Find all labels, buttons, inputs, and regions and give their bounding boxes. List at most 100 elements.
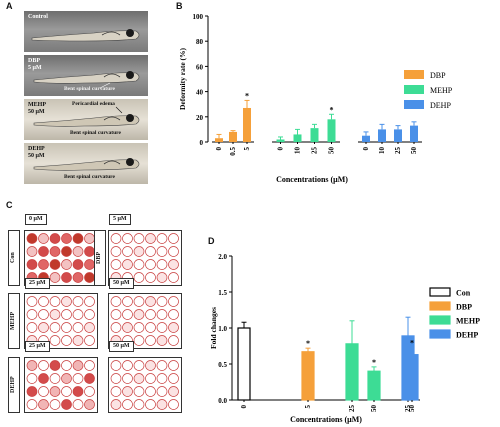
well [49,272,61,283]
well [110,399,122,410]
bar [405,354,419,401]
concentration-label: 25 μM [25,278,50,289]
legend-swatch [404,70,424,79]
well [133,360,145,371]
x-tick-label: 50 [410,147,418,155]
panel-label-b: B [176,1,183,11]
legend-swatch [404,100,424,109]
legend-label: DBP [456,303,472,312]
y-tick-label: 60 [196,63,204,71]
legend-swatch [429,287,451,297]
well [84,309,95,320]
well [49,399,61,410]
well [145,309,156,320]
fish-note-dbp: Bent spinal curvature [64,86,115,92]
x-tick-label: 25 [404,405,412,413]
well [168,322,179,333]
well [133,309,145,320]
x-tick-label: 0 [240,405,248,409]
y-tick-label: 0.0 [218,397,227,405]
well [49,335,61,346]
well [122,360,133,371]
fish-note-edema: Pericardial edema [72,101,115,107]
well-plate [108,357,182,413]
legend-label: MEHP [430,86,453,95]
well-grid [26,360,95,410]
well-plate [24,293,98,349]
well [110,309,122,320]
significance-mark: * [306,339,310,348]
well [38,322,49,333]
well [145,322,156,333]
well [133,335,145,346]
well [72,373,84,384]
well [133,246,145,257]
bar [367,370,381,401]
legend-swatch [404,85,424,94]
group-label: MEHP [8,293,20,349]
well [49,246,61,257]
significance-mark: * [245,91,249,100]
well [26,296,38,307]
well [145,373,156,384]
well [26,322,38,333]
well [38,296,49,307]
well [110,322,122,333]
well [72,309,84,320]
bar [310,128,319,142]
fish-drawing-control [31,29,140,42]
y-tick-label: 0 [200,139,204,147]
concentration-label: 50 μM [109,341,134,352]
well [122,322,133,333]
x-tick-label: 0 [215,147,223,151]
well [26,233,38,244]
group-label: Con [8,230,20,286]
well [145,386,156,397]
well [133,322,145,333]
well [145,399,156,410]
group-label: DEHP [8,357,20,413]
y-tick-label: 40 [196,89,204,97]
well [168,335,179,346]
well [133,233,145,244]
concentration-label: 50 μM [109,278,134,289]
well [84,272,95,283]
concentration-label: 0 μM [25,214,47,225]
well [38,233,49,244]
legend-label: DBP [430,71,446,80]
concentration-label: 25 μM [25,341,50,352]
well [49,373,61,384]
x-tick-label: 50 [328,147,336,155]
well [156,360,168,371]
well [61,360,72,371]
well [122,296,133,307]
panel-label-a: A [6,1,13,11]
well [168,386,179,397]
well [133,296,145,307]
x-tick-label: 5 [304,405,312,409]
y-axis-title: Fold changes [209,307,218,349]
well [61,246,72,257]
fish-label-dehp: DEHP 50 μM [28,146,45,159]
well [61,296,72,307]
well [168,309,179,320]
well [61,233,72,244]
well [72,233,84,244]
bar [345,343,359,401]
panel-label-d: D [208,236,215,246]
well [168,296,179,307]
well [61,272,72,283]
well [168,246,179,257]
well [133,373,145,384]
x-tick-label: 25 [348,405,356,413]
well [156,335,168,346]
well [49,233,61,244]
well [84,246,95,257]
well-grid [26,233,95,283]
well [156,246,168,257]
well-grid [26,296,95,346]
significance-mark: * [330,105,334,114]
x-axis-title: Concentrations (μM) [276,175,348,184]
well [72,360,84,371]
